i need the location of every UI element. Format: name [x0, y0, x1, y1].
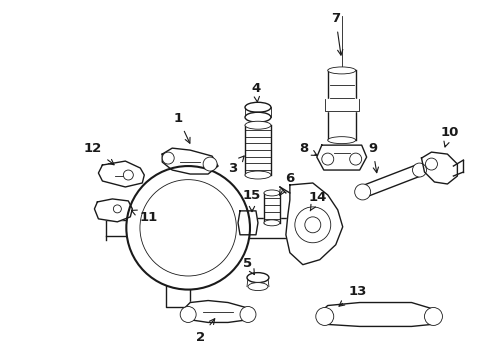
Text: 10: 10 [440, 126, 459, 147]
Circle shape [126, 166, 250, 289]
Ellipse shape [264, 220, 280, 226]
Circle shape [413, 163, 426, 177]
Circle shape [240, 306, 256, 323]
Text: 6: 6 [280, 171, 294, 195]
Ellipse shape [245, 112, 271, 122]
Circle shape [305, 217, 321, 233]
Circle shape [350, 153, 362, 165]
Polygon shape [166, 285, 190, 312]
Ellipse shape [328, 137, 356, 144]
Polygon shape [183, 301, 253, 323]
Text: 7: 7 [331, 12, 343, 55]
Text: 13: 13 [339, 285, 367, 306]
Text: 9: 9 [368, 141, 378, 173]
Ellipse shape [328, 67, 356, 74]
Circle shape [425, 158, 438, 170]
Circle shape [123, 170, 133, 180]
Circle shape [322, 153, 334, 165]
Ellipse shape [245, 171, 271, 179]
Circle shape [180, 306, 196, 323]
Text: 3: 3 [228, 156, 244, 175]
Text: 15: 15 [243, 189, 261, 212]
Text: 5: 5 [244, 257, 254, 275]
Circle shape [295, 207, 331, 243]
Text: 2: 2 [196, 319, 215, 344]
Polygon shape [421, 152, 457, 184]
Ellipse shape [245, 121, 271, 129]
Polygon shape [98, 161, 144, 187]
Circle shape [355, 184, 370, 200]
Text: 1: 1 [173, 112, 190, 143]
Circle shape [316, 307, 334, 325]
Polygon shape [95, 199, 132, 222]
Polygon shape [162, 148, 218, 174]
Circle shape [140, 180, 236, 276]
Polygon shape [238, 211, 258, 235]
Circle shape [162, 152, 174, 164]
Text: 8: 8 [299, 141, 317, 156]
Ellipse shape [264, 190, 280, 196]
Text: 12: 12 [83, 141, 114, 165]
Polygon shape [320, 302, 437, 327]
Ellipse shape [247, 273, 269, 283]
Text: 14: 14 [309, 192, 327, 211]
Ellipse shape [245, 102, 271, 112]
Polygon shape [317, 145, 367, 170]
Polygon shape [286, 183, 343, 265]
Polygon shape [361, 165, 422, 198]
Circle shape [113, 205, 122, 213]
Circle shape [424, 307, 442, 325]
Ellipse shape [248, 283, 268, 291]
Text: 11: 11 [131, 210, 157, 224]
Text: 4: 4 [251, 82, 261, 102]
Circle shape [203, 157, 217, 171]
